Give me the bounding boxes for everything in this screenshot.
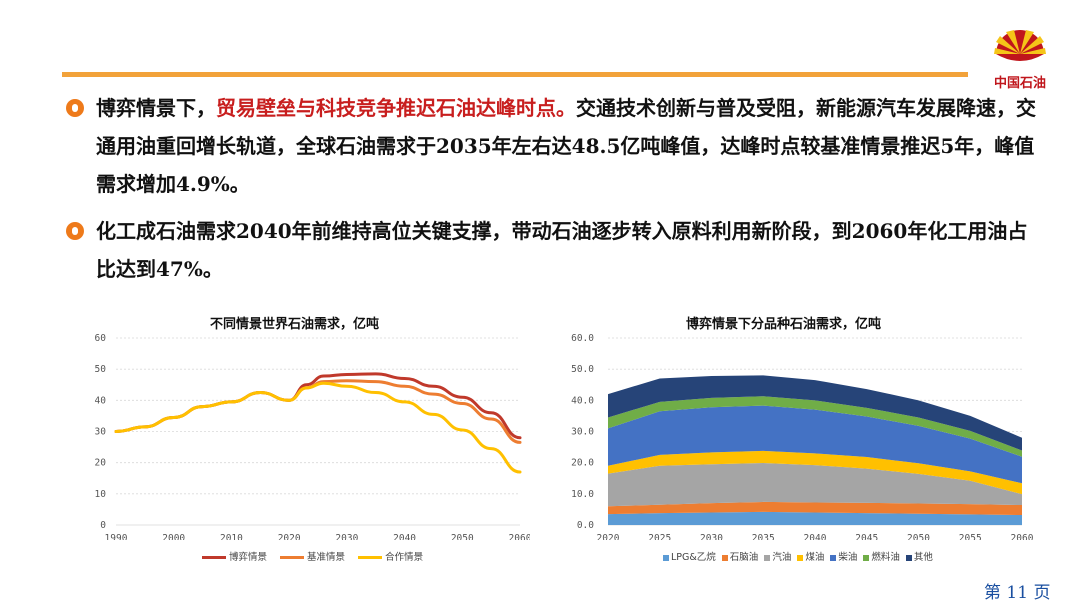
legend-label: 汽油 (772, 552, 792, 563)
legend-item: 其他 (905, 549, 933, 563)
y-tick-label: 50 (95, 364, 107, 375)
legend-swatch (280, 556, 305, 559)
bullet-2-text: 化工成石油需求2040年前维持高位关键支撑，带动石油逐步转入原料利用新阶段，到2… (96, 219, 1028, 281)
x-tick-label: 2060 (509, 533, 530, 540)
x-tick-label: 2025 (648, 533, 671, 540)
page-number: 第 11 页 (984, 583, 1051, 603)
x-tick-label: 2050 (451, 533, 474, 540)
y-tick-label: 20 (95, 458, 107, 469)
x-tick-label: 2020 (278, 533, 301, 540)
y-tick-label: 40.0 (571, 395, 594, 406)
area-series (608, 450, 1022, 495)
y-tick-label: 10.0 (571, 489, 594, 500)
legend-swatch (721, 554, 728, 561)
x-tick-label: 2035 (752, 533, 775, 540)
legend-label: 基准情景 (307, 552, 346, 563)
bullet-1-highlight: 贸易壁垒与科技竞争推迟石油达峰时点。 (216, 96, 576, 120)
legend-swatch (830, 554, 837, 561)
legend-swatch (764, 554, 771, 561)
x-tick-label: 2050 (907, 533, 930, 540)
chart-2-legend: LPG&乙烷 石脑油 汽油 煤油 柴油 燃料油 其他 (663, 549, 939, 563)
legend-label: 博弈情景 (229, 552, 268, 563)
legend-item: 合作情景 (358, 549, 423, 563)
x-tick-label: 2030 (335, 533, 358, 540)
legend-swatch (797, 554, 804, 561)
legend-label: 其他 (913, 552, 933, 563)
area-series (608, 462, 1022, 507)
x-tick-label: 2060 (1011, 533, 1034, 540)
legend-item: 基准情景 (280, 549, 345, 563)
y-tick-label: 30.0 (571, 427, 594, 438)
x-tick-label: 2020 (597, 533, 620, 540)
chart-1-legend: 博弈情景 基准情景 合作情景 (202, 549, 433, 563)
area-series (608, 375, 1022, 451)
legend-label: 柴油 (838, 552, 858, 563)
x-tick-label: 2055 (959, 533, 982, 540)
area-series (608, 396, 1022, 457)
legend-label: 燃料油 (871, 552, 900, 563)
y-tick-label: 20.0 (571, 458, 594, 469)
y-tick-label: 10 (95, 489, 107, 500)
chart-1-title: 不同情景世界石油需求，亿吨 (210, 317, 380, 332)
legend-item: 燃料油 (863, 549, 900, 563)
legend-swatch (905, 554, 912, 561)
legend-swatch (863, 554, 870, 561)
x-tick-label: 2040 (804, 533, 827, 540)
bullet-1-text-after: 交通技术创新与普及受阻，新能源汽车发展降速，交通用油重回增长轨道，全球石油需求于… (96, 96, 1036, 196)
area-series (608, 511, 1022, 525)
petrochina-logo-icon (994, 30, 1046, 80)
legend-label: 石脑油 (729, 552, 759, 563)
y-tick-label: 40 (95, 395, 107, 406)
area-series (608, 405, 1022, 484)
x-tick-label: 2045 (855, 533, 878, 540)
y-tick-label: 60.0 (571, 333, 594, 344)
legend-label: 煤油 (805, 552, 825, 563)
chart-2-title: 博弈情景下分品种石油需求，亿吨 (686, 317, 882, 332)
legend-label: LPG&乙烷 (671, 552, 716, 563)
legend-item: 煤油 (797, 549, 824, 563)
legend-swatch (358, 556, 383, 559)
x-tick-label: 2010 (220, 533, 243, 540)
header-accent-line (62, 72, 968, 77)
x-tick-label: 2030 (700, 533, 723, 540)
x-tick-label: 2040 (393, 533, 416, 540)
legend-item: 博弈情景 (202, 549, 267, 563)
bullet-1-text-before: 博弈情景下， (96, 96, 216, 120)
y-tick-label: 0 (100, 520, 106, 531)
legend-item: 柴油 (830, 549, 857, 563)
x-tick-label: 1990 (105, 533, 128, 540)
legend-item: LPG&乙烷 (663, 549, 716, 563)
logo-text: 中国石油 (993, 76, 1046, 91)
legend-item: 石脑油 (721, 549, 759, 563)
x-tick-label: 2000 (162, 533, 185, 540)
y-tick-label: 60 (95, 333, 107, 344)
bullet-icon (66, 222, 84, 240)
legend-swatch (202, 556, 226, 559)
legend-item: 汽油 (764, 549, 791, 563)
series-line (114, 381, 522, 474)
bullet-paragraph-1: 博弈情景下，贸易壁垒与科技竞争推迟石油达峰时点。交通技术创新与普及受阻，新能源汽… (96, 89, 1041, 203)
series-line (114, 379, 522, 444)
stacked-area-chart: 0.0 10.0 20.0 30.0 40.0 50.0 60.0 2020 2025 2030 2… (571, 333, 1034, 540)
y-tick-label: 50.0 (571, 364, 594, 375)
bullet-paragraph-2: 化工成石油需求2040年前维持高位关键支撑，带动石油逐步转入原料利用新阶段，到2… (96, 212, 1041, 288)
area-series (608, 501, 1022, 516)
bullet-icon (66, 99, 84, 117)
y-tick-label: 30 (95, 427, 107, 438)
legend-swatch (663, 554, 669, 561)
y-tick-label: 0.0 (577, 520, 594, 531)
legend-label: 合作情景 (385, 552, 424, 563)
